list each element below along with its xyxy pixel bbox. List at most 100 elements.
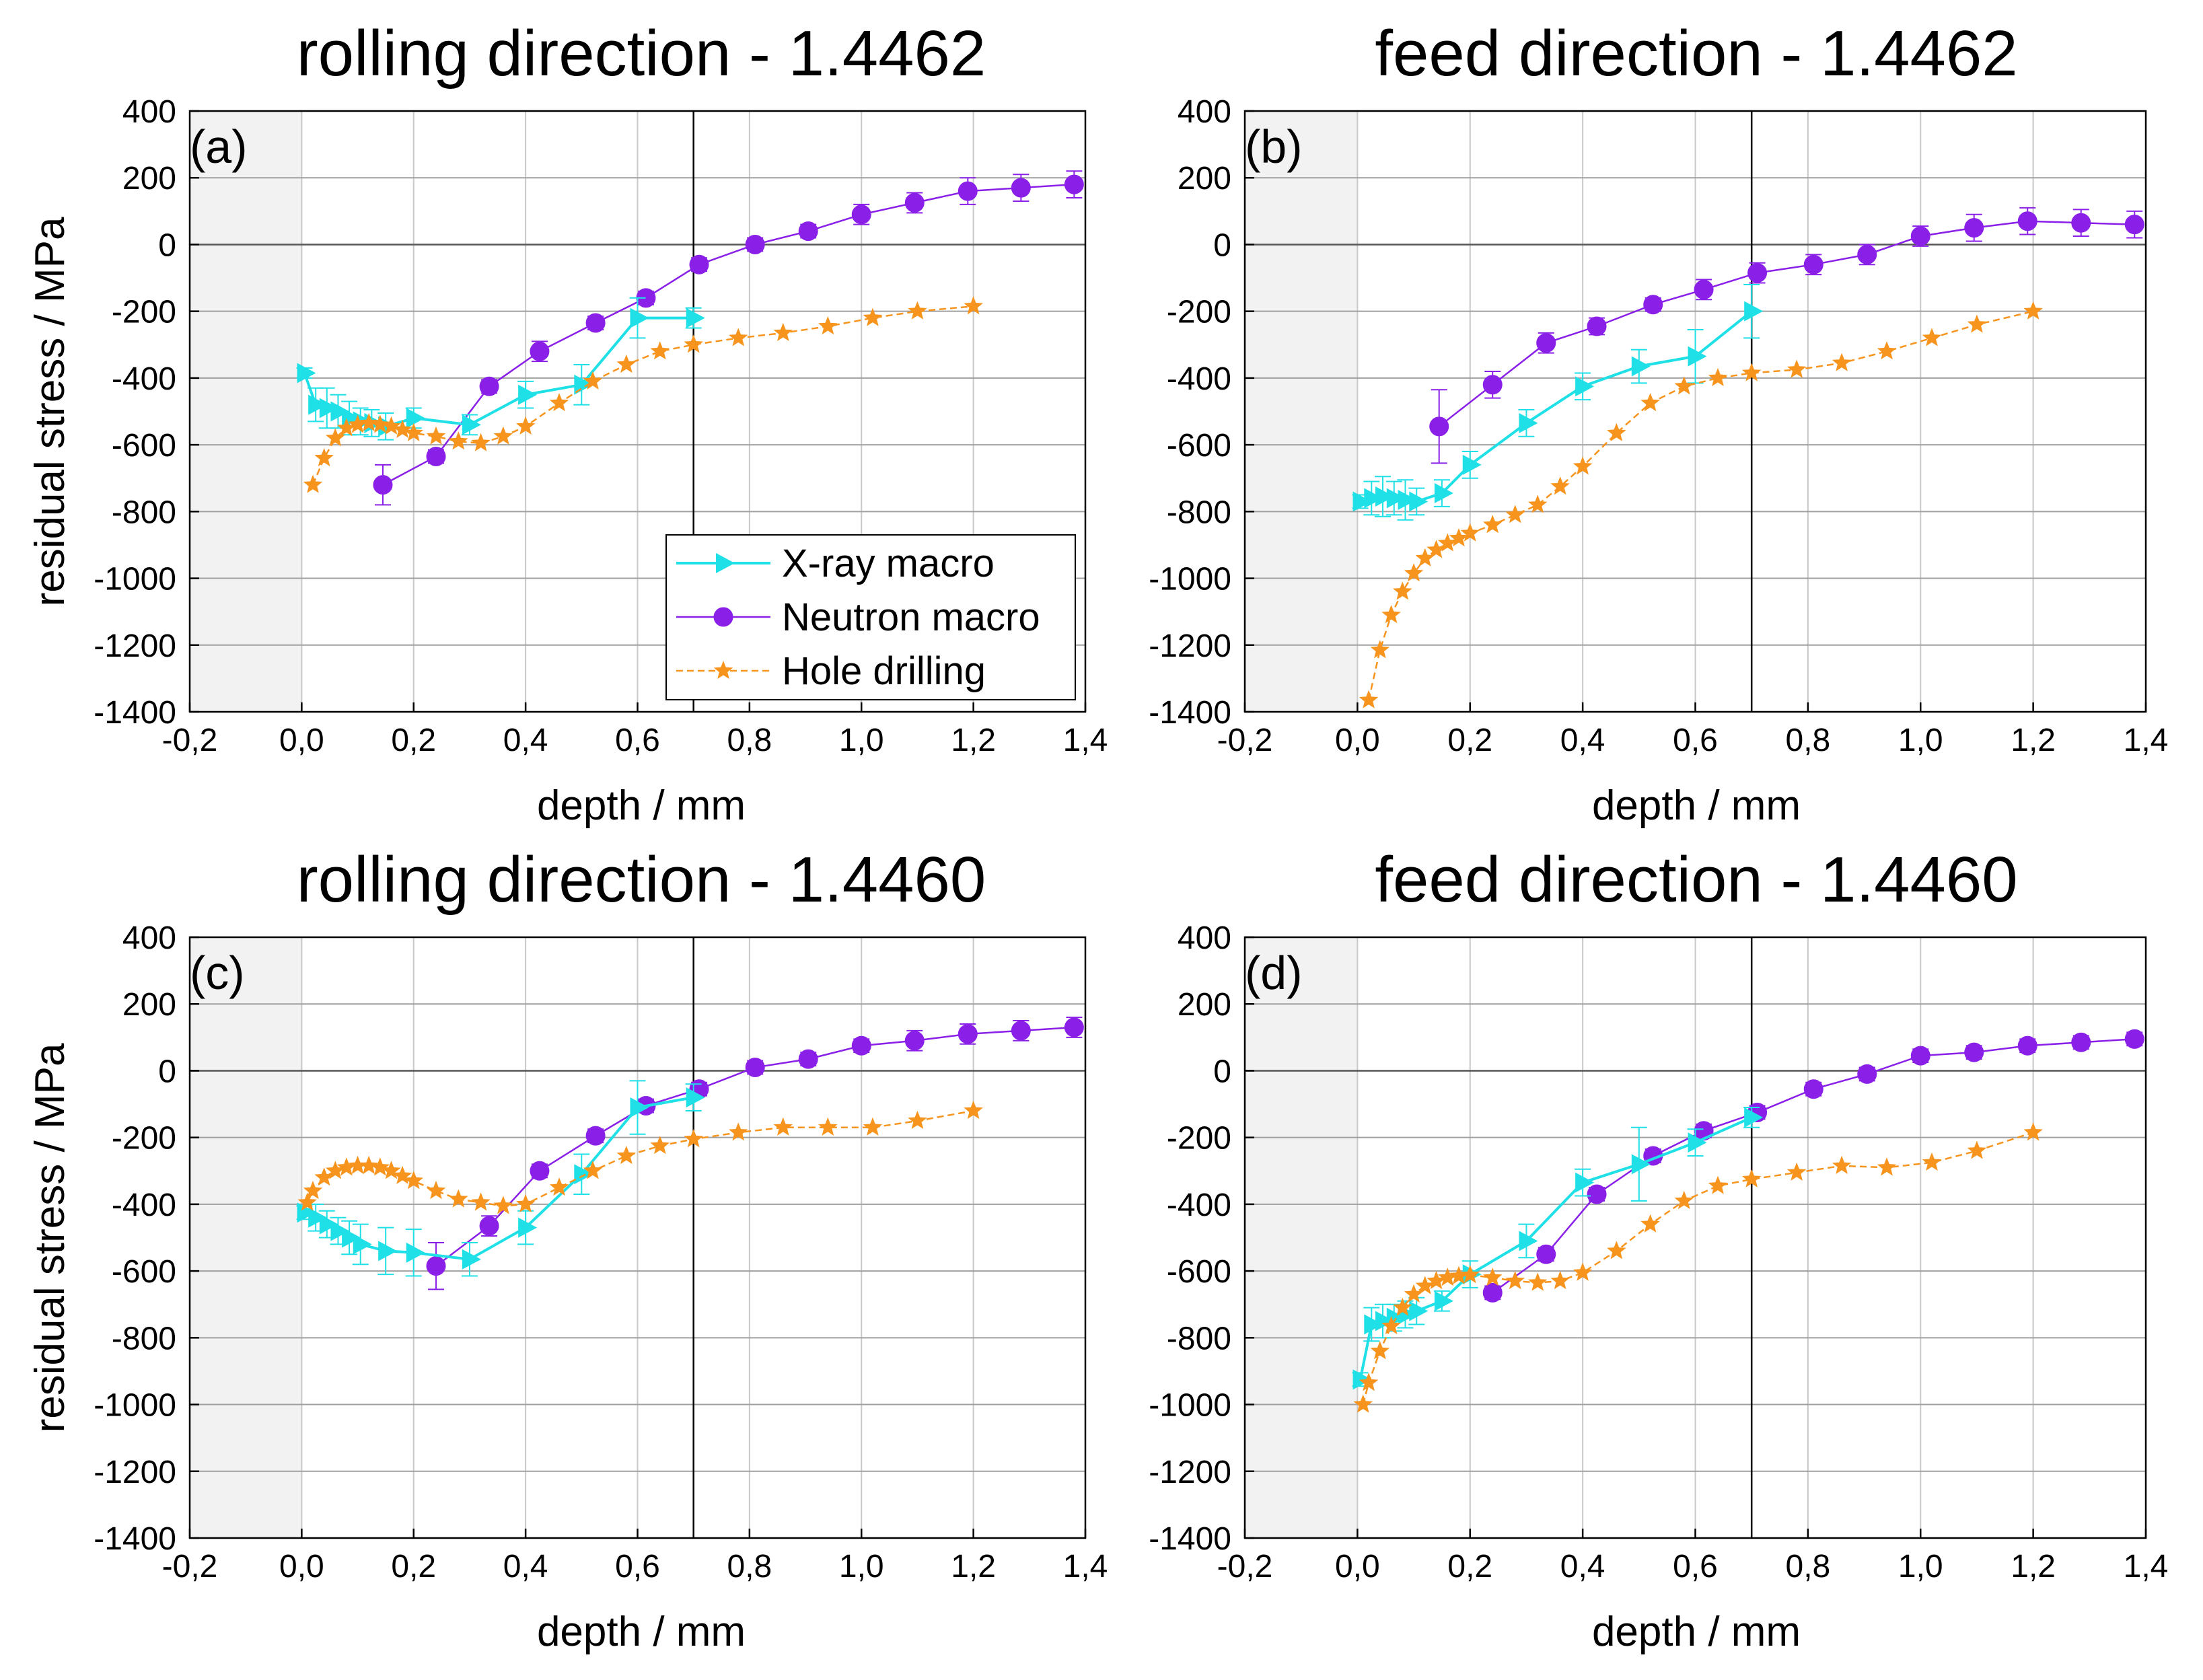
- data-point-hole: [964, 296, 983, 315]
- data-point-xray: [1575, 376, 1595, 397]
- x-tick-label: 0,6: [615, 723, 660, 758]
- data-point-xray: [1375, 1311, 1395, 1331]
- data-point-hole: [404, 1171, 423, 1190]
- data-point-neutron: [851, 205, 871, 225]
- data-point-hole: [773, 1117, 793, 1136]
- data-point-hole: [471, 1192, 491, 1211]
- x-tick-label: 0,0: [1335, 1549, 1380, 1584]
- data-point-hole: [1505, 1271, 1525, 1290]
- data-point-hole: [1449, 528, 1469, 547]
- legend-marker-neutron: [713, 607, 733, 627]
- data-point-hole: [314, 1167, 334, 1186]
- y-tick-label: -400: [112, 361, 176, 397]
- data-point-hole: [1832, 1155, 1852, 1174]
- y-tick-label: -400: [1167, 361, 1231, 397]
- x-axis-label: depth / mm: [1592, 782, 1801, 829]
- data-point-hole: [1381, 605, 1401, 624]
- data-point-neutron: [1910, 226, 1930, 246]
- plot-area: -0,2 0,0 0,2 0,4 0,6 0,8 1,0 1,2 1,4 400 200 0 -200 -…: [1149, 94, 2168, 758]
- series-line: [303, 1096, 694, 1261]
- data-point-hole: [908, 301, 927, 320]
- shaded-region: [1245, 111, 1358, 712]
- data-point-hole: [1922, 1152, 1942, 1171]
- x-axis-label: depth / mm: [537, 1609, 746, 1655]
- x-tick-label: 1,0: [1898, 1549, 1943, 1584]
- data-point-neutron: [373, 475, 393, 495]
- data-point-xray: [342, 1227, 361, 1248]
- data-point-hole: [1786, 359, 1807, 378]
- x-tick-label: 0,0: [279, 723, 324, 758]
- data-point-hole: [392, 1165, 412, 1184]
- data-point-hole: [1967, 1140, 1987, 1159]
- data-point-hole: [549, 1177, 569, 1196]
- data-point-hole: [1404, 1284, 1424, 1303]
- x-tick-label: 0,6: [1673, 1549, 1718, 1584]
- x-tick-label: -0,2: [1217, 723, 1273, 758]
- series-hole: [1353, 1122, 2043, 1413]
- data-point-xray: [686, 307, 705, 328]
- data-point-hole: [515, 1194, 536, 1212]
- panel-label: (c): [190, 947, 245, 999]
- data-point-hole: [426, 1181, 446, 1200]
- data-point-hole: [314, 448, 334, 467]
- data-point-hole: [1877, 1157, 1897, 1176]
- data-point-neutron: [1857, 1064, 1877, 1084]
- data-point-hole: [392, 419, 412, 438]
- series-line: [1492, 1038, 2135, 1294]
- data-point-hole: [729, 328, 748, 346]
- data-point-neutron: [745, 1057, 765, 1077]
- x-tick-label: 0,2: [391, 1549, 436, 1584]
- data-point-neutron: [530, 341, 550, 361]
- series-line: [312, 305, 974, 486]
- legend-label-hole: Hole drilling: [782, 649, 986, 693]
- data-point-neutron: [1747, 263, 1768, 283]
- data-point-hole: [326, 1161, 345, 1179]
- series-neutron: [1482, 1029, 2144, 1303]
- data-point-hole: [1607, 423, 1626, 441]
- y-tick-label: -200: [1167, 295, 1231, 330]
- data-point-hole: [583, 371, 603, 390]
- data-point-neutron: [2017, 211, 2037, 231]
- data-point-hole: [1359, 690, 1379, 708]
- data-point-hole: [1353, 1394, 1373, 1413]
- y-tick-label: -1000: [1149, 562, 1231, 597]
- data-point-xray: [1409, 1301, 1429, 1321]
- x-tick-label: 1,4: [2124, 723, 2169, 758]
- data-point-hole: [1967, 314, 1987, 333]
- y-tick-label: -800: [1167, 1321, 1231, 1356]
- y-tick-label: 0: [158, 227, 176, 263]
- data-point-neutron: [1803, 254, 1823, 275]
- x-tick-label: 1,2: [951, 723, 996, 758]
- data-point-hole: [336, 1157, 357, 1176]
- data-point-neutron: [904, 1031, 925, 1051]
- x-tick-label: 0,0: [1335, 723, 1380, 758]
- data-point-hole: [404, 423, 423, 441]
- data-point-xray: [297, 1202, 316, 1223]
- y-tick-label: -200: [112, 295, 176, 330]
- data-point-hole: [729, 1122, 748, 1141]
- data-point-hole: [1483, 515, 1503, 534]
- data-point-xray: [330, 401, 350, 422]
- data-point-neutron: [2124, 215, 2144, 235]
- data-point-hole: [1550, 476, 1570, 495]
- y-axis-label: residual stress / MPa: [27, 1043, 73, 1432]
- data-point-hole: [348, 1155, 367, 1174]
- x-tick-label: 0,6: [615, 1549, 660, 1584]
- x-axis-label: depth / mm: [537, 782, 746, 829]
- x-tick-label: 0,8: [727, 1549, 772, 1584]
- data-point-xray: [1375, 486, 1395, 507]
- data-point-neutron: [2071, 213, 2091, 233]
- y-tick-label: -800: [112, 1321, 176, 1356]
- data-point-neutron: [958, 181, 978, 201]
- data-point-hole: [370, 1157, 390, 1176]
- panel-title: rolling direction - 1.4460: [297, 844, 986, 916]
- y-tick-label: 0: [158, 1054, 176, 1089]
- y-tick-label: -1400: [94, 695, 176, 731]
- y-tick-label: 200: [1178, 161, 1231, 196]
- y-tick-label: -1000: [1149, 1388, 1231, 1424]
- series-hole: [303, 296, 983, 493]
- data-point-neutron: [1536, 1244, 1556, 1264]
- x-tick-label: 0,4: [503, 1549, 548, 1584]
- y-tick-label: -1200: [94, 1455, 176, 1490]
